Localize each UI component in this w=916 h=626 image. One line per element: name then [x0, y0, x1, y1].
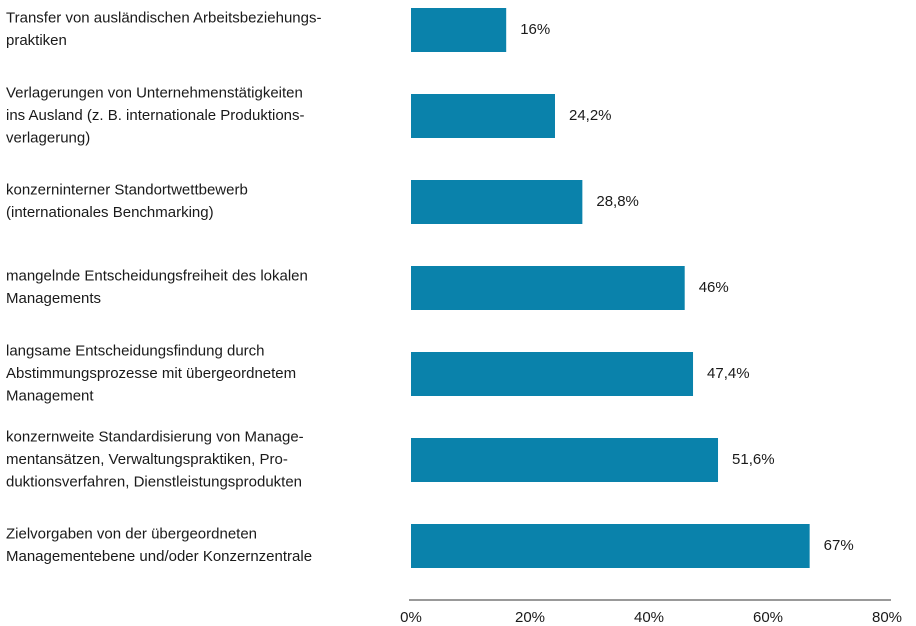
category-label: mentansätzen, Verwaltungspraktiken, Pro- [6, 451, 288, 468]
value-label: 16% [520, 21, 550, 38]
category-label: duktionsverfahren, Dienstleistungsproduk… [6, 473, 302, 490]
category-label: ins Ausland (z. B. internationale Produk… [6, 107, 305, 124]
bar [411, 438, 719, 482]
category-label: verlagerung) [6, 129, 90, 146]
value-label: 24,2% [569, 107, 612, 124]
category-label: Managementebene und/oder Konzernzentrale [6, 548, 312, 565]
bar [411, 8, 507, 52]
value-label: 51,6% [732, 451, 775, 468]
bar [411, 524, 810, 568]
category-label: praktiken [6, 32, 67, 49]
x-tick-label: 60% [753, 609, 783, 626]
value-label: 47,4% [707, 365, 750, 382]
x-tick-label: 20% [515, 609, 545, 626]
bar [411, 352, 694, 396]
category-label: mangelnde Entscheidungsfreiheit des loka… [6, 268, 308, 285]
category-label: Zielvorgaben von der übergeordneten [6, 526, 257, 543]
bar [411, 266, 685, 310]
category-label: (internationales Benchmarking) [6, 204, 214, 221]
x-tick-label: 80% [872, 609, 902, 626]
category-label: Managements [6, 290, 101, 307]
value-label: 46% [699, 279, 729, 296]
category-label: konzerninterner Standortwettbewerb [6, 182, 248, 199]
category-label: Verlagerungen von Unternehmenstätigkeite… [6, 84, 303, 101]
value-label: 67% [824, 537, 854, 554]
category-label: langsame Entscheidungsfindung durch [6, 342, 265, 359]
bar [411, 180, 583, 224]
value-label: 28,8% [596, 193, 639, 210]
category-label: Abstimmungsprozesse mit übergeordnetem [6, 365, 296, 382]
category-label: Transfer von ausländischen Arbeitsbezieh… [6, 10, 321, 27]
category-label: Management [6, 387, 94, 404]
x-tick-label: 40% [634, 609, 664, 626]
category-label: konzernweite Standardisierung von Manage… [6, 428, 304, 445]
bar [411, 94, 555, 138]
x-tick-label: 0% [400, 609, 422, 626]
